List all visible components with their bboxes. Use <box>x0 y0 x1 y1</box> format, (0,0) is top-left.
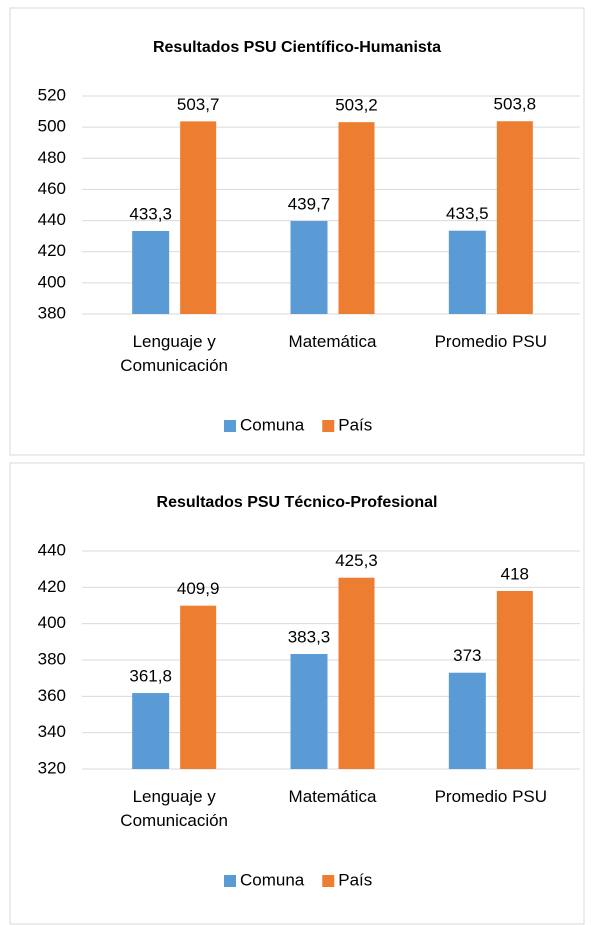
data-label: 409,9 <box>177 579 220 598</box>
y-tick-label: 440 <box>38 540 66 559</box>
y-tick-label: 420 <box>38 241 66 260</box>
y-tick-label: 380 <box>38 649 66 668</box>
y-tick-label: 460 <box>38 179 66 198</box>
legend-swatch <box>322 420 335 432</box>
bar <box>496 121 533 315</box>
x-tick-label: Promedio PSU <box>434 787 548 806</box>
bar <box>448 230 486 314</box>
data-label: 418 <box>501 564 529 583</box>
x-tick-label: Lenguaje y Comunicación <box>120 787 229 830</box>
data-label: 361,8 <box>129 667 172 686</box>
bar <box>290 221 328 314</box>
chart-title: Resultados PSU Científico-Humanista <box>153 39 441 56</box>
bar <box>496 590 533 769</box>
bar <box>448 672 486 769</box>
bar <box>132 231 170 314</box>
x-tick-label-box: Matemática <box>288 787 377 806</box>
legend-label: Comuna <box>240 415 305 434</box>
legend-swatch <box>224 875 236 887</box>
data-label: 503,2 <box>335 96 378 115</box>
data-label: 373 <box>453 646 481 665</box>
data-label: 433,5 <box>446 204 489 223</box>
x-tick-label-box: Promedio PSU <box>434 332 548 351</box>
x-tick-label-box: Lenguaje y Comunicación <box>120 787 229 830</box>
chart-title: Resultados PSU Técnico-Profesional <box>157 494 438 511</box>
legend-label: Comuna <box>240 870 305 889</box>
data-label: 503,7 <box>177 95 220 114</box>
legend-swatch <box>322 875 335 887</box>
data-label: 439,7 <box>288 195 331 214</box>
legend-label: País <box>338 415 372 434</box>
data-label: 433,3 <box>129 204 172 223</box>
legend-swatch <box>224 420 236 432</box>
legend-label: País <box>338 870 372 889</box>
data-label: 425,3 <box>335 551 378 570</box>
bar <box>290 654 328 769</box>
y-tick-label: 480 <box>38 148 66 167</box>
y-tick-label: 360 <box>38 686 66 705</box>
data-label: 503,8 <box>494 95 537 114</box>
bar <box>180 121 217 314</box>
y-tick-label: 380 <box>38 303 66 322</box>
bar <box>132 693 170 769</box>
bar <box>338 122 375 314</box>
y-tick-label: 340 <box>38 722 66 741</box>
bar <box>180 605 217 769</box>
x-tick-label: Matemática <box>288 787 377 806</box>
y-tick-label: 520 <box>38 85 66 104</box>
y-tick-label: 440 <box>38 210 66 229</box>
x-tick-label: Promedio PSU <box>434 332 548 351</box>
y-tick-label: 500 <box>38 117 66 136</box>
x-tick-label-box: Matemática <box>288 332 377 351</box>
chart: Resultados PSU Técnico-Profesional 320 340… <box>9 462 585 925</box>
x-tick-label: Matemática <box>288 332 377 351</box>
x-tick-label-box: Lenguaje y Comunicación <box>120 332 229 375</box>
y-tick-label: 320 <box>38 758 66 777</box>
y-tick-label: 400 <box>38 613 66 632</box>
x-tick-label-box: Promedio PSU <box>434 787 548 806</box>
chart: Resultados PSU Científico-Humanista 380 40… <box>9 7 585 456</box>
y-tick-label: 400 <box>38 272 66 291</box>
bar <box>338 577 375 769</box>
data-label: 383,3 <box>288 627 331 646</box>
x-tick-label: Lenguaje y Comunicación <box>120 332 229 375</box>
y-tick-label: 420 <box>38 577 66 596</box>
